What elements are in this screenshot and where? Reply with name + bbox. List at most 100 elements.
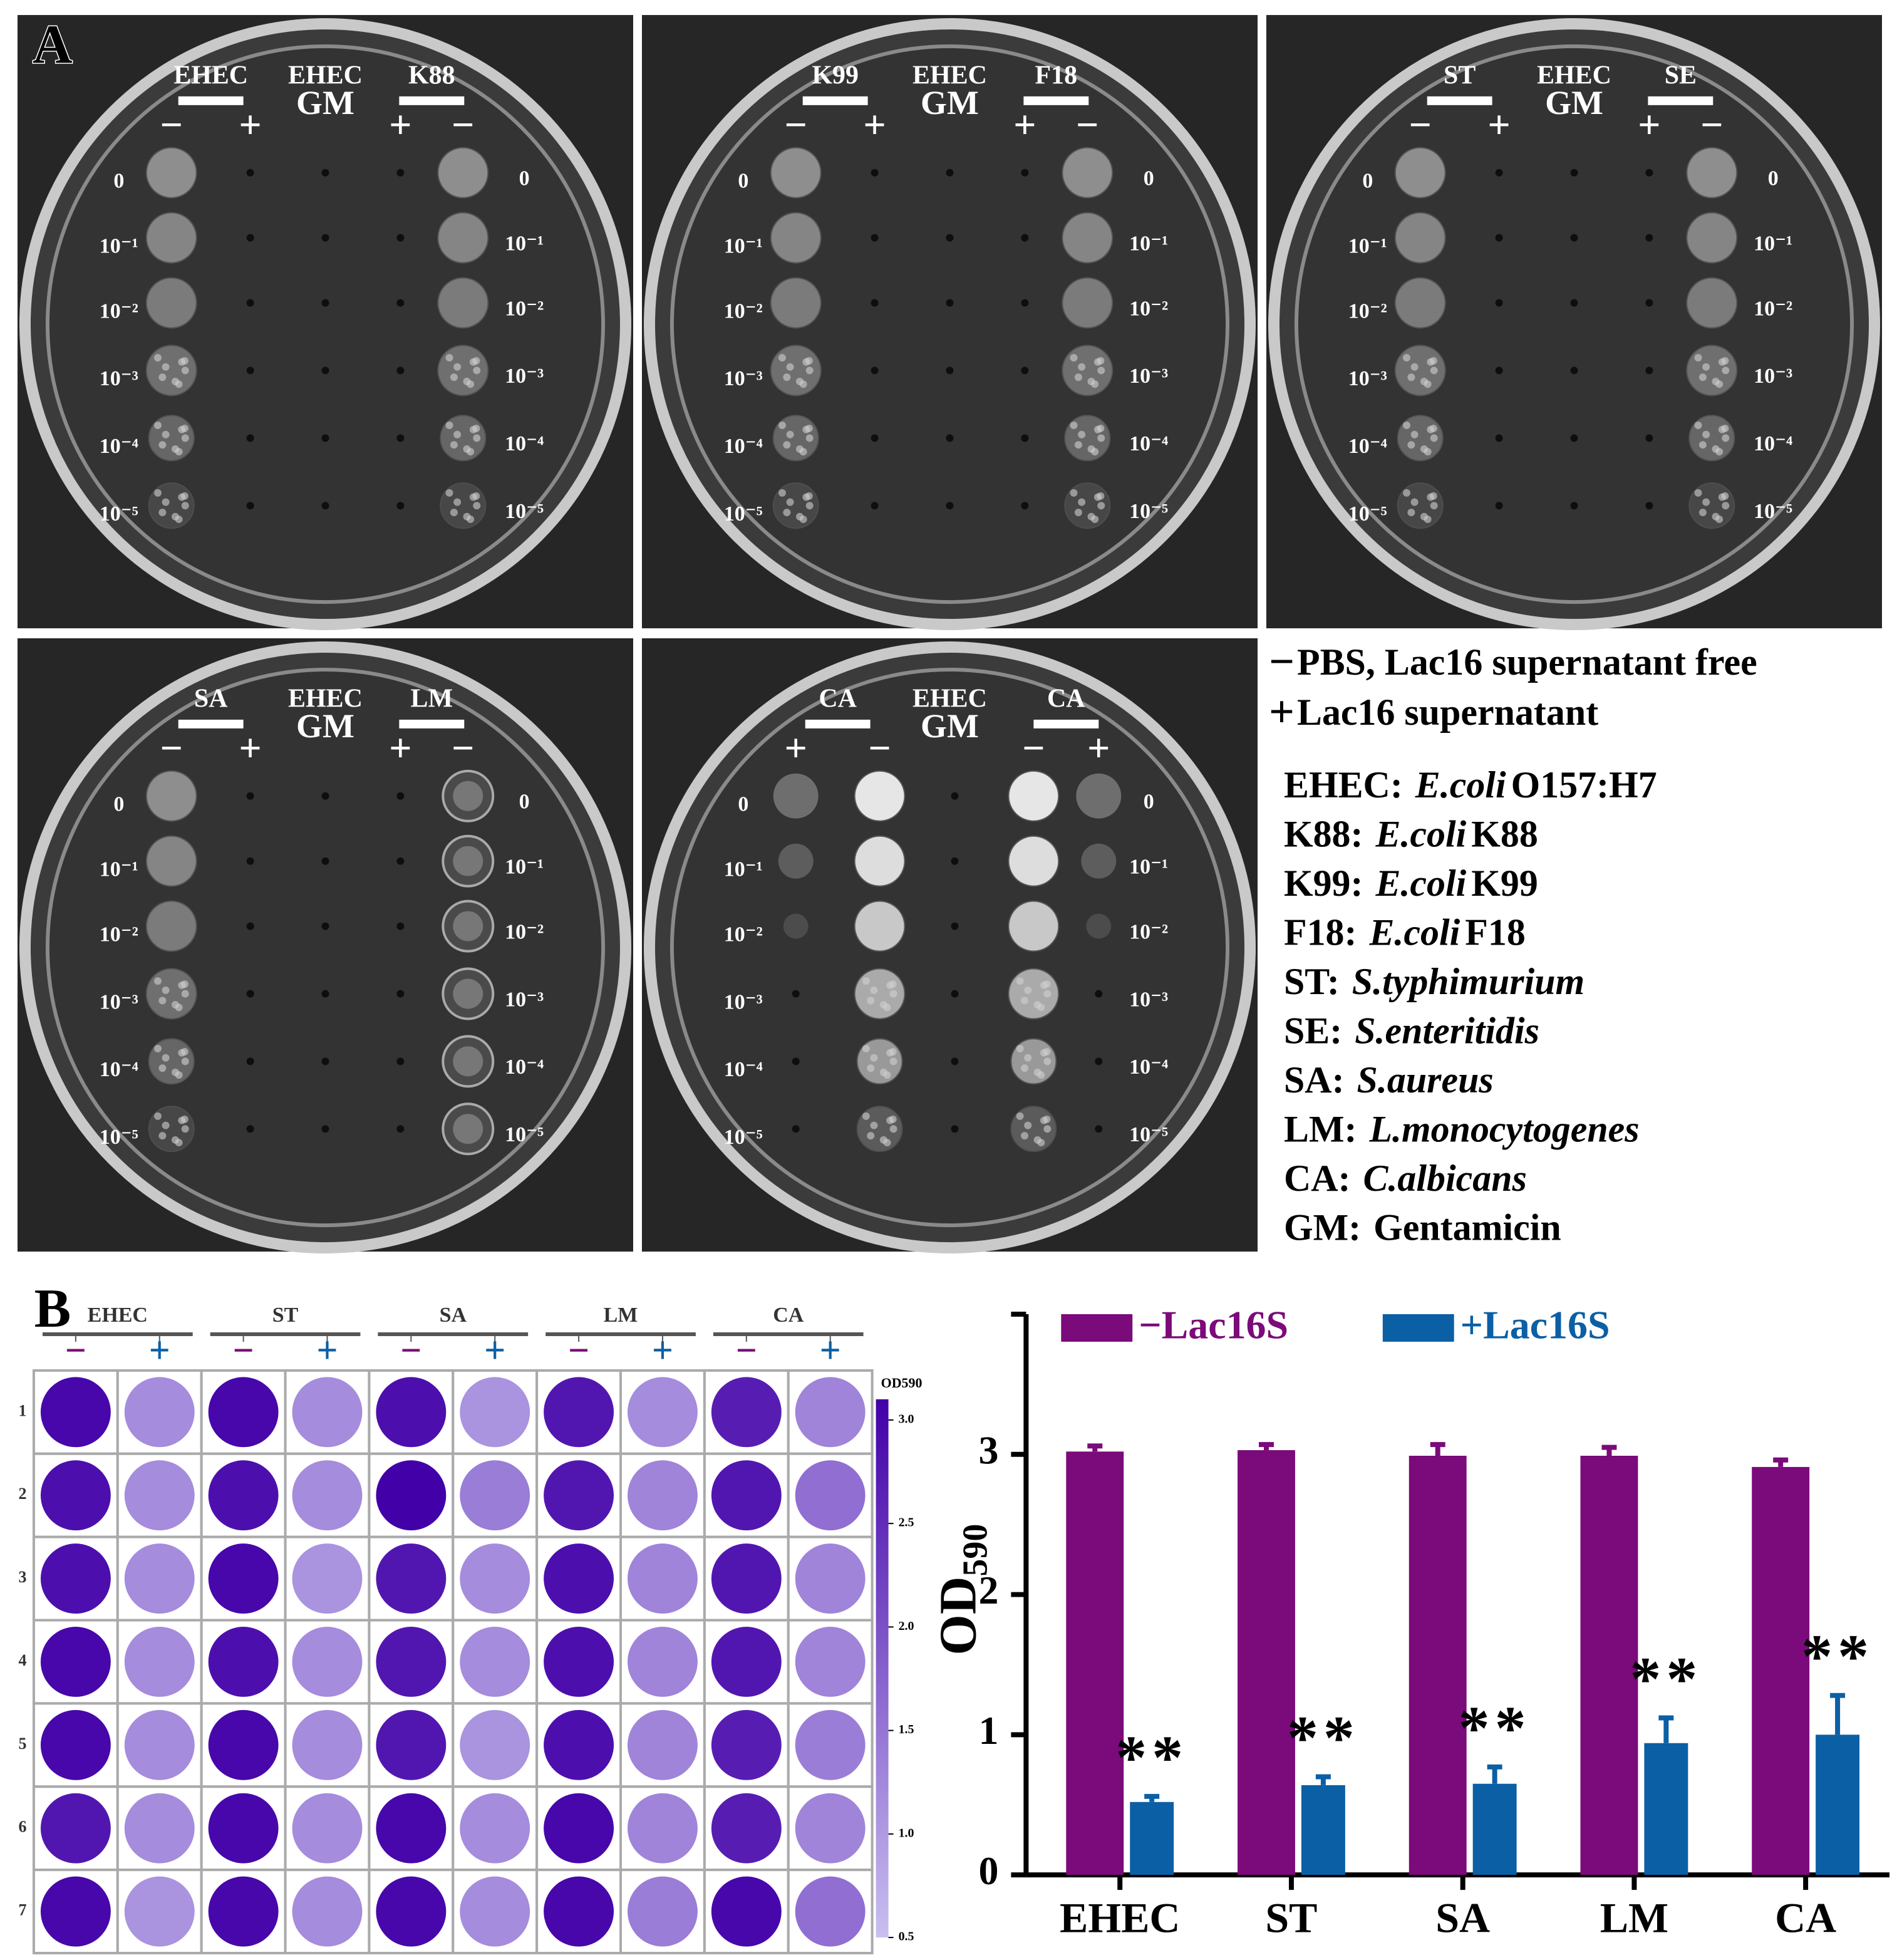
well	[208, 1876, 279, 1947]
dot	[951, 1057, 959, 1066]
y-axis-label: OD590	[929, 1524, 995, 1656]
plate-label: GM	[921, 84, 979, 122]
colony	[181, 434, 189, 442]
text-part: 590	[956, 1524, 995, 1577]
colony	[450, 509, 458, 517]
plate-label: +	[389, 102, 411, 147]
colony	[453, 363, 462, 371]
colony	[178, 358, 186, 366]
error-bar	[1259, 1442, 1274, 1451]
colony	[867, 997, 875, 1005]
colony	[1712, 377, 1720, 385]
spot	[1081, 843, 1117, 879]
colony	[1074, 441, 1082, 449]
plate-label: K88	[408, 61, 455, 90]
dot	[246, 792, 254, 800]
text-part: L.monocytogenes	[1368, 1108, 1639, 1149]
dot	[951, 1125, 959, 1133]
plate-label: 10⁻¹	[724, 234, 763, 257]
key-entry: + Lac16 supernatant	[1269, 686, 1598, 736]
colony	[171, 1001, 179, 1009]
colony	[453, 498, 462, 506]
spot	[145, 212, 197, 264]
well	[711, 1793, 782, 1864]
colony	[862, 1112, 870, 1120]
dot	[321, 1057, 329, 1066]
dot	[1495, 434, 1503, 442]
x-tick-label: CA	[1775, 1894, 1836, 1942]
spot	[145, 147, 197, 199]
text-part: Gentamicin	[1373, 1206, 1561, 1248]
colony	[171, 445, 179, 453]
spot	[1394, 147, 1446, 199]
dot	[1021, 299, 1029, 307]
colony	[1021, 997, 1028, 1005]
dot	[396, 434, 405, 442]
colony	[1093, 493, 1102, 501]
text-part: F18:	[1284, 911, 1357, 953]
dot	[246, 1057, 254, 1066]
plate-label: 10⁻⁵	[1754, 500, 1792, 523]
plate-label: −	[1022, 726, 1045, 770]
dot	[1021, 502, 1029, 510]
colony	[1087, 377, 1095, 385]
text-part: E.coli	[1415, 764, 1506, 806]
dot	[246, 234, 254, 242]
plate-label: 10⁻⁴	[100, 1058, 138, 1081]
dot	[321, 502, 329, 510]
dot	[1570, 234, 1578, 242]
well	[460, 1377, 530, 1448]
plate-label: 10⁻²	[1348, 299, 1387, 323]
x-tick-label: EHEC	[1060, 1894, 1180, 1942]
colony	[1722, 366, 1730, 375]
spot	[1394, 277, 1446, 329]
colony	[1430, 502, 1438, 510]
colorbar-tick-label: 2.5	[899, 1516, 914, 1530]
panel-label: A	[33, 14, 72, 75]
dot	[1570, 169, 1578, 177]
well	[711, 1709, 782, 1780]
well	[544, 1876, 614, 1947]
spot	[1008, 770, 1060, 822]
error-bar	[1430, 1442, 1445, 1456]
colony	[153, 1045, 162, 1053]
sign-label: −	[568, 1330, 589, 1371]
dot	[396, 299, 405, 307]
colony	[153, 421, 162, 429]
colony	[171, 377, 179, 385]
colony	[158, 441, 167, 449]
colony	[1093, 425, 1102, 433]
bracket	[399, 96, 465, 105]
group-label: EHEC	[88, 1304, 148, 1327]
plate-label: 10⁻²	[100, 923, 138, 946]
plate-label: EHEC	[912, 61, 987, 90]
colony	[795, 512, 804, 521]
plate-label: +	[239, 102, 261, 147]
bracket	[802, 96, 868, 105]
text-part: F18	[1465, 911, 1526, 953]
dot	[946, 169, 954, 177]
plate-label: 10⁻¹	[505, 855, 544, 878]
plate-label: +	[785, 726, 807, 770]
well	[795, 1377, 866, 1448]
plate-label: 10⁻³	[505, 365, 544, 388]
text-part: Lac16 supernatant	[1297, 692, 1598, 733]
well	[292, 1377, 363, 1448]
group-label: CA	[773, 1304, 804, 1327]
bar	[1816, 1734, 1860, 1875]
bar	[1301, 1785, 1345, 1875]
abbreviation: K99: E.coli K99	[1284, 863, 1538, 904]
colony	[178, 1049, 186, 1057]
plate-label: F18	[1035, 61, 1078, 90]
plate-label: 10⁻³	[100, 990, 138, 1014]
well	[124, 1709, 195, 1780]
colony	[862, 1045, 870, 1053]
spot	[1686, 147, 1738, 199]
dot	[396, 1057, 405, 1066]
well	[40, 1876, 111, 1947]
dot	[1495, 366, 1503, 375]
dot	[871, 502, 879, 510]
colony	[862, 977, 870, 985]
spot	[437, 212, 489, 264]
significance: **	[1801, 1622, 1874, 1691]
